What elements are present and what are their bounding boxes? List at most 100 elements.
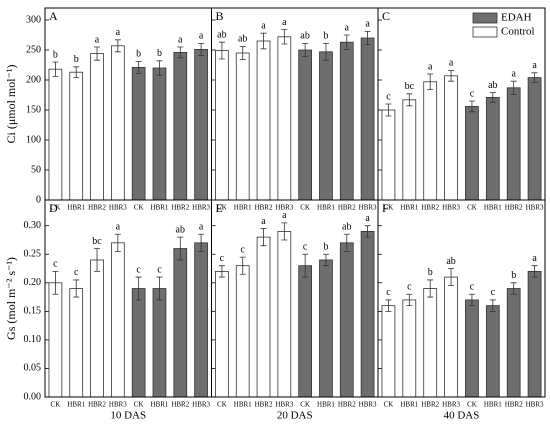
significance-letter: c bbox=[407, 282, 412, 293]
error-bar bbox=[489, 92, 496, 103]
error-bar bbox=[302, 43, 309, 57]
y-tick-label: 150 bbox=[26, 104, 41, 115]
bar bbox=[339, 242, 354, 398]
error-bar bbox=[156, 60, 163, 76]
significance-letter: b bbox=[323, 242, 328, 253]
x-tick-label: HBR1 bbox=[484, 401, 502, 409]
x-tick-label: HBR3 bbox=[109, 204, 127, 212]
significance-letter: c bbox=[470, 282, 475, 293]
bar bbox=[506, 288, 521, 398]
significance-letter: a bbox=[532, 253, 537, 264]
significance-letter: bc bbox=[92, 236, 102, 247]
x-tick-label: CK bbox=[51, 204, 61, 212]
bar bbox=[298, 265, 313, 398]
x-tick-label: HBR1 bbox=[400, 401, 418, 409]
x-tick-label: CK bbox=[384, 204, 394, 212]
x-axis-label: 10 DAS bbox=[110, 410, 146, 422]
bar bbox=[152, 67, 167, 201]
x-tick-label: HBR2 bbox=[421, 204, 439, 212]
bar bbox=[360, 37, 375, 201]
error-bar bbox=[364, 225, 371, 238]
significance-letter: a bbox=[532, 60, 537, 71]
x-tick-label: HBR2 bbox=[505, 204, 523, 212]
y-tick-label: 100 bbox=[26, 134, 41, 145]
x-tick-label: HBR1 bbox=[234, 204, 252, 212]
error-bar bbox=[510, 80, 517, 95]
x-tick-label: CK bbox=[217, 401, 227, 409]
panel-label: C bbox=[382, 9, 390, 23]
bar bbox=[256, 236, 271, 398]
error-bar bbox=[239, 256, 246, 275]
significance-letter: a bbox=[261, 216, 266, 227]
error-bar bbox=[448, 70, 455, 82]
bar bbox=[215, 270, 229, 398]
error-bar bbox=[218, 41, 225, 60]
x-tick-label: HBR2 bbox=[171, 401, 189, 409]
significance-letter: c bbox=[386, 91, 391, 102]
error-bar bbox=[531, 72, 538, 83]
significance-letter: c bbox=[136, 264, 141, 275]
x-tick-label: CK bbox=[134, 204, 144, 212]
error-bar bbox=[73, 279, 80, 298]
bar bbox=[444, 75, 458, 201]
x-tick-label: HBR3 bbox=[275, 401, 293, 409]
y-tick-label: 200 bbox=[26, 74, 41, 85]
panel-frame bbox=[377, 199, 546, 398]
significance-letter: b bbox=[74, 54, 79, 65]
bar bbox=[90, 259, 104, 398]
bar bbox=[194, 242, 208, 398]
y-tick-label: 0 bbox=[36, 194, 41, 205]
significance-letter: ab bbox=[238, 34, 247, 45]
significance-letter: ab bbox=[488, 80, 497, 91]
x-tick-label: HBR1 bbox=[400, 204, 418, 212]
bar bbox=[485, 305, 500, 398]
error-bar bbox=[52, 61, 59, 77]
significance-letter: c bbox=[240, 244, 245, 255]
y-tick-label: 0.00 bbox=[24, 391, 42, 402]
legend-label: Control bbox=[501, 26, 535, 38]
x-tick-label: HBR2 bbox=[255, 401, 273, 409]
bar bbox=[506, 87, 521, 201]
significance-letter: bc bbox=[405, 81, 415, 92]
y-tick-label: 0.20 bbox=[24, 277, 42, 288]
x-tick-label: HBR2 bbox=[88, 401, 106, 409]
error-bar bbox=[52, 270, 59, 295]
significance-letter: a bbox=[116, 222, 121, 233]
x-tick-label: HBR1 bbox=[317, 204, 335, 212]
error-bar bbox=[73, 66, 80, 78]
significance-letter: b bbox=[511, 270, 516, 281]
significance-letter: a bbox=[261, 20, 266, 31]
error-bar bbox=[135, 276, 142, 301]
x-tick-label: HBR3 bbox=[442, 204, 460, 212]
y-tick-label: 0.10 bbox=[24, 334, 42, 345]
significance-letter: a bbox=[95, 34, 100, 45]
error-bar bbox=[385, 103, 392, 117]
bar bbox=[277, 36, 292, 201]
error-bar bbox=[448, 268, 455, 287]
error-bar bbox=[239, 46, 246, 60]
panel-label: B bbox=[216, 9, 224, 23]
x-tick-label: CK bbox=[300, 401, 310, 409]
x-tick-label: CK bbox=[300, 204, 310, 212]
bar bbox=[465, 299, 479, 398]
significance-letter: b bbox=[428, 267, 433, 278]
x-tick-label: HBR2 bbox=[88, 204, 106, 212]
bar bbox=[465, 106, 479, 201]
x-tick-label: HBR2 bbox=[255, 204, 273, 212]
panel-label: E bbox=[216, 201, 223, 215]
error-bar bbox=[156, 276, 163, 301]
x-tick-label: HBR2 bbox=[338, 204, 356, 212]
x-tick-label: HBR1 bbox=[317, 401, 335, 409]
significance-letter: ab bbox=[217, 29, 226, 40]
x-tick-label: CK bbox=[51, 401, 61, 409]
bar bbox=[298, 49, 313, 201]
error-bar bbox=[198, 43, 205, 56]
significance-letter: b bbox=[157, 48, 162, 59]
significance-letter: a bbox=[178, 34, 183, 45]
x-tick-label: CK bbox=[217, 204, 227, 212]
bar bbox=[173, 248, 188, 398]
bar bbox=[131, 67, 146, 201]
bar bbox=[381, 305, 396, 398]
